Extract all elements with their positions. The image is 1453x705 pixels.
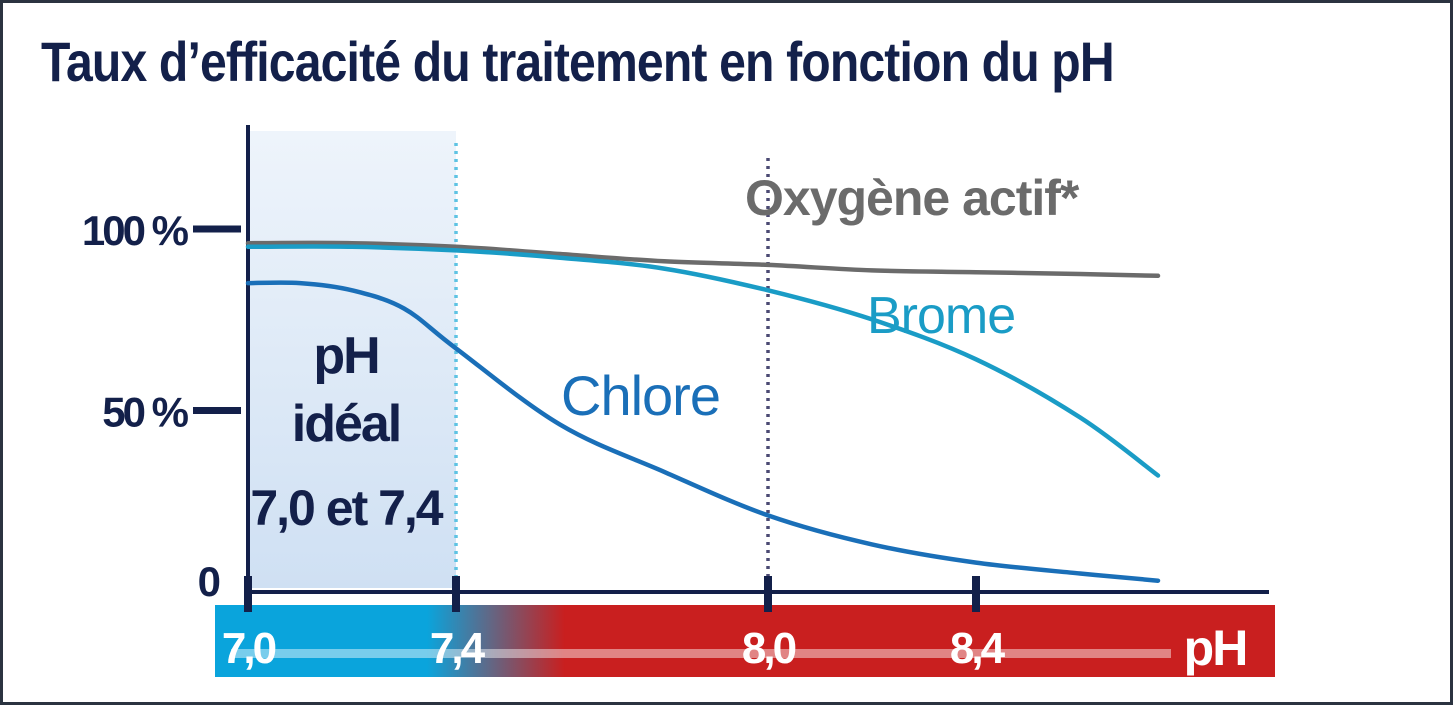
series-line-oxygneactif <box>245 240 1161 279</box>
y-tick-label-100: 100 % <box>82 207 189 254</box>
x-tick-label-7-4: 7,4 <box>430 624 486 673</box>
x-axis-label: pH <box>1184 620 1247 676</box>
ideal-zone-label-line-1: pH <box>313 327 378 385</box>
ideal-ph-zone <box>248 131 456 588</box>
series-label-chlore: Chlore <box>561 364 720 427</box>
x-tick-label-7: 7,0 <box>222 624 276 673</box>
series-line-brome <box>245 244 1161 478</box>
ideal-zone-label-line-3: 7,0 et 7,4 <box>250 480 443 536</box>
series-label-oxygneactif: Oxygène actif* <box>745 170 1080 226</box>
x-tick-label-8-4: 8,4 <box>950 624 1006 673</box>
y-tick-label-50: 50 % <box>102 389 188 436</box>
ideal-zone-label-line-2: idéal <box>292 395 401 453</box>
chart-title: Taux d’efficacité du traitement en fonct… <box>41 30 1115 93</box>
series-label-brome: Brome <box>867 287 1015 345</box>
series-line-chlore <box>245 280 1161 583</box>
x-tick-label-8: 8,0 <box>742 624 796 673</box>
chart-plot: pH idéal 7,0 et 7,4 100 % 50 % 07,0 7,4 8,0 8,4 p… <box>82 125 1275 677</box>
y-tick-label-0: 0 <box>198 558 220 605</box>
ph-scale-highlight <box>231 649 1171 658</box>
ph-scale-band <box>215 605 1275 677</box>
